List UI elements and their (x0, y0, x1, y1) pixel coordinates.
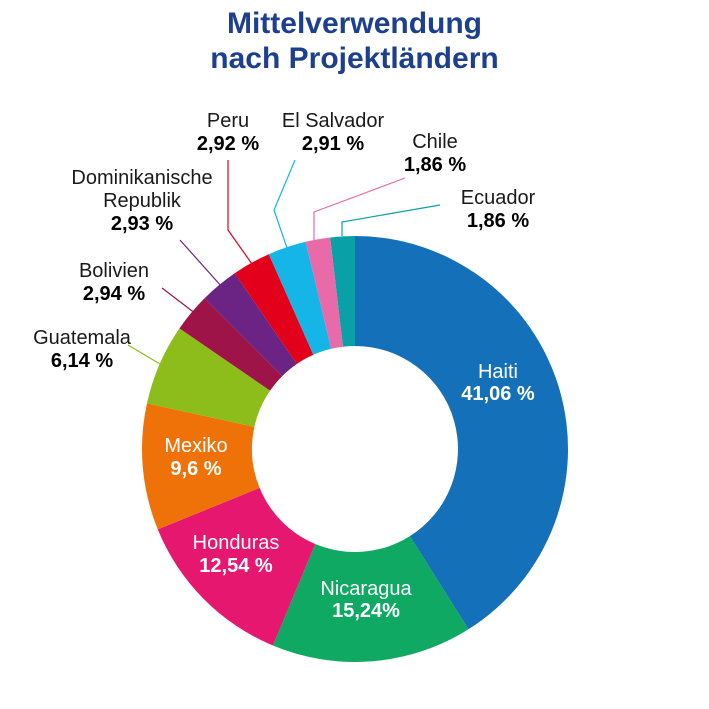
slice-nicaragua (272, 536, 469, 662)
value-bolivien: 2,94 % (83, 283, 145, 305)
slice-haiti (355, 236, 568, 630)
slice-dominikanische-republik (204, 273, 297, 377)
label-nicaragua: Nicaragua (320, 578, 412, 600)
label-honduras: Honduras (193, 532, 280, 554)
slice-el-salvador (268, 241, 332, 355)
label-ecuador: Ecuador (461, 187, 536, 209)
chart-title-line-1: Mittelverwendung (226, 7, 482, 40)
leader-line-guatemala (127, 344, 161, 365)
value-haiti: 41,06 % (461, 383, 535, 405)
label-dominikanische-republik-line-1: Dominikanische (71, 167, 212, 189)
value-chile: 1,86 % (404, 154, 466, 176)
leader-line-ecuador (341, 204, 441, 236)
label-haiti: Haiti (478, 361, 518, 383)
value-el-salvador: 2,91 % (302, 133, 364, 155)
label-bolivien: Bolivien (79, 260, 149, 282)
slice-guatemala (146, 328, 271, 427)
chart-title: Mittelverwendung nach Projektländern (0, 6, 709, 76)
slice-honduras (157, 487, 316, 646)
value-guatemala: 6,14 % (51, 350, 113, 372)
label-dominikanische-republik-line-2: Republik (103, 190, 182, 212)
slice-chile (305, 237, 343, 349)
value-nicaragua: 15,24% (332, 600, 400, 622)
leader-line-dominikanische-republik (179, 239, 223, 288)
value-ecuador: 1,86 % (467, 210, 529, 232)
leader-line-peru (227, 160, 253, 265)
label-el-salvador: El Salvador (282, 110, 385, 132)
leader-line-el-salvador (273, 159, 296, 249)
label-guatemala: Guatemala (33, 327, 132, 349)
label-chile: Chile (412, 131, 458, 153)
value-peru: 2,92 % (197, 133, 259, 155)
slice-ecuador (330, 236, 355, 347)
value-honduras: 12,54 % (199, 555, 273, 577)
slice-bolivien (179, 298, 283, 391)
slice-peru (234, 254, 314, 364)
slice-mexiko (142, 403, 260, 530)
leader-line-bolivien (161, 287, 197, 315)
value-mexiko: 9,6 % (170, 458, 221, 480)
label-mexiko: Mexiko (164, 435, 227, 457)
chart-title-line-2: nach Projektländern (210, 42, 499, 75)
label-peru: Peru (207, 110, 249, 132)
leader-line-chile (313, 177, 406, 240)
value-dominikanische-republik: 2,93 % (111, 213, 173, 235)
